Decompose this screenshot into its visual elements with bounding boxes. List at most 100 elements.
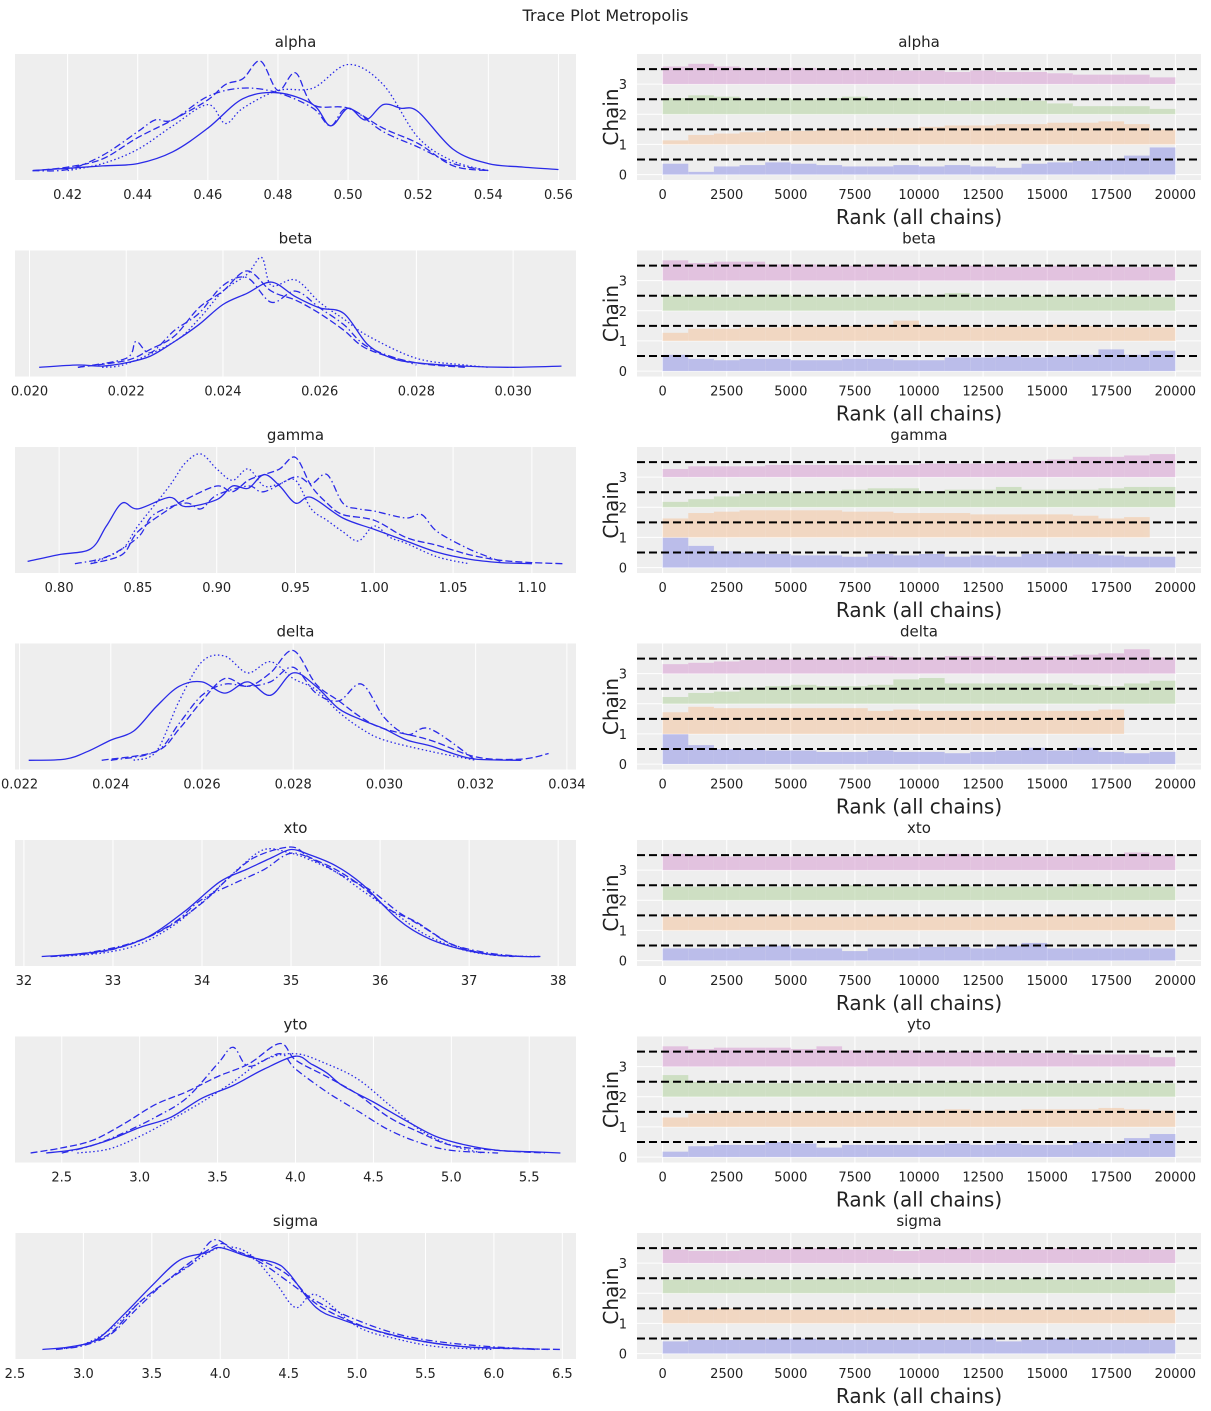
- kde-tick-label: 3.0: [129, 1171, 150, 1186]
- kde-tick-label: 1.05: [439, 581, 468, 596]
- rank-bar: [816, 1309, 843, 1324]
- rank-bar: [842, 657, 868, 674]
- rank-bar: [688, 886, 714, 901]
- rank-tick-label: 5000: [774, 1171, 807, 1186]
- rank-bar: [816, 1248, 843, 1264]
- rank-bar: [816, 360, 843, 372]
- rank-tick-label: 20000: [1155, 1171, 1196, 1186]
- rank-bar: [816, 510, 843, 538]
- kde-tick-label: 2.5: [51, 1171, 72, 1186]
- rank-bar: [867, 166, 894, 175]
- rank-bar: [1149, 1309, 1176, 1324]
- rank-bar: [970, 751, 996, 765]
- rank-bar: [765, 294, 791, 311]
- rank-bars-gamma-chain-1: [662, 510, 1150, 538]
- rank-bar: [867, 554, 894, 568]
- rank-bars-sigma-chain-2: [662, 1278, 1176, 1294]
- kde-tick-label: 0.026: [301, 385, 338, 400]
- rank-bar: [944, 293, 971, 311]
- rank-tick-label: 7500: [838, 188, 871, 203]
- kde-line-gamma-chain-3: [90, 453, 469, 565]
- rank-bar: [1098, 1309, 1125, 1324]
- rank-bar: [662, 1046, 689, 1067]
- rank-bar: [893, 488, 919, 508]
- rank-bar: [1149, 454, 1176, 478]
- kde-tick-label: 0.024: [92, 778, 129, 793]
- rank-bar: [765, 510, 791, 538]
- rank-bars-gamma-chain-3: [662, 454, 1176, 478]
- rank-bars-gamma-chain-0: [662, 537, 1176, 568]
- rank-bar: [662, 518, 689, 538]
- rank-tick-label: 15000: [1027, 778, 1068, 793]
- rank-bars-yto-chain-1: [662, 1107, 1176, 1127]
- rank-bar: [790, 708, 817, 734]
- rank-bar: [739, 493, 766, 508]
- kde-tick-label: 0.028: [398, 385, 435, 400]
- rank-bar: [739, 1309, 766, 1324]
- rank-bar: [944, 947, 971, 961]
- rank-bar: [970, 166, 996, 175]
- rank-bar: [970, 1249, 996, 1264]
- kde-tick-label: 0.50: [334, 188, 363, 203]
- rank-bar: [662, 260, 689, 281]
- kde-line-xto-chain-2: [50, 852, 523, 958]
- rank-bar: [816, 491, 843, 508]
- rank-xlabel: Rank (all chains): [836, 598, 1002, 622]
- rank-bar: [842, 856, 868, 871]
- rank-bar: [842, 69, 868, 85]
- rank-bar: [790, 295, 817, 311]
- rank-bar: [688, 692, 714, 704]
- rank-tick-label: 12500: [962, 385, 1003, 400]
- rank-bar: [1098, 856, 1125, 871]
- rank-bar: [944, 853, 971, 871]
- rank-bar: [1149, 297, 1176, 311]
- rank-bar: [765, 658, 791, 674]
- rank-bar: [1149, 1110, 1176, 1127]
- rank-bar: [995, 710, 1022, 734]
- kde-panel-bg-xto: [15, 840, 576, 966]
- rank-bar: [1098, 653, 1125, 674]
- rank-bar: [867, 684, 894, 704]
- rank-bar: [688, 466, 714, 478]
- rank-bar: [919, 1279, 945, 1294]
- rank-tick-label: 0: [658, 974, 666, 989]
- rank-ytick-label: 2: [619, 1287, 627, 1302]
- rank-bar: [1149, 1340, 1176, 1354]
- rank-bar: [790, 1049, 817, 1067]
- rank-bar: [739, 510, 766, 538]
- rank-bar: [919, 886, 945, 901]
- rank-bar: [790, 163, 817, 175]
- rank-bar: [739, 295, 766, 311]
- rank-bar: [919, 463, 945, 478]
- rank-bar: [739, 1047, 766, 1067]
- kde-line-sigma-chain-3: [55, 1246, 494, 1351]
- rank-bar: [867, 99, 894, 115]
- rank-tick-label: 2500: [710, 581, 743, 596]
- rank-bar: [1072, 1340, 1099, 1354]
- rank-bar: [995, 71, 1022, 85]
- rank-bar: [1124, 649, 1150, 674]
- kde-title-gamma: gamma: [267, 426, 324, 444]
- rank-bar: [944, 710, 971, 734]
- rank-bar: [1098, 74, 1125, 85]
- rank-bar: [1047, 162, 1073, 175]
- rank-bar: [1021, 554, 1048, 568]
- rank-bar: [1098, 1054, 1125, 1067]
- rank-bar: [765, 1047, 791, 1067]
- rank-tick-label: 10000: [898, 385, 939, 400]
- rank-bar: [1072, 122, 1099, 145]
- rank-bar: [816, 916, 843, 931]
- rank-bar: [713, 948, 740, 961]
- rank-xlabel: Rank (all chains): [836, 402, 1002, 426]
- rank-bar: [919, 1144, 945, 1158]
- rank-bar: [944, 683, 971, 704]
- kde-tick-label: 0.85: [123, 581, 152, 596]
- rank-bar: [1072, 654, 1099, 674]
- rank-tick-label: 7500: [838, 385, 871, 400]
- rank-bar: [790, 948, 817, 961]
- rank-bar: [816, 297, 843, 311]
- rank-bar: [1072, 747, 1099, 765]
- rank-bar: [867, 264, 894, 281]
- rank-ytick-label: 2: [619, 1091, 627, 1106]
- rank-bar: [739, 687, 766, 704]
